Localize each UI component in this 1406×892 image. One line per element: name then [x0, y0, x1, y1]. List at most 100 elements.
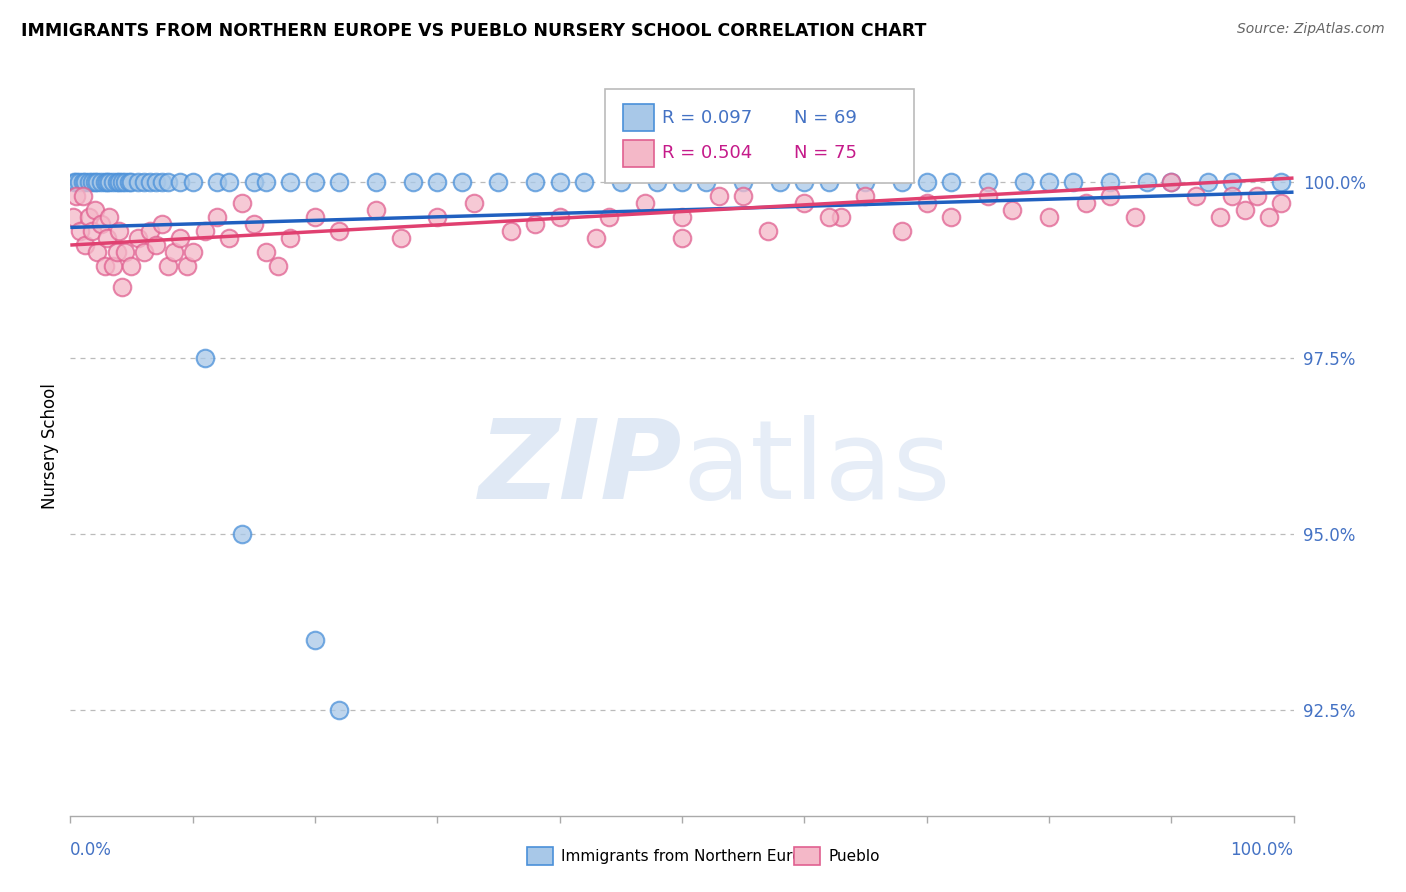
Point [1258, 210, 1281, 224]
Point [793, 195, 815, 210]
Point [1246, 188, 1268, 202]
Point [671, 175, 693, 189]
Point [108, 175, 131, 189]
Point [548, 175, 571, 189]
Point [756, 224, 779, 238]
Point [1270, 175, 1292, 189]
Point [939, 210, 962, 224]
Point [585, 231, 607, 245]
Point [150, 175, 173, 189]
Point [1160, 175, 1182, 189]
Point [243, 217, 266, 231]
Point [463, 195, 485, 210]
Text: R = 0.097: R = 0.097 [662, 109, 752, 127]
Point [610, 175, 633, 189]
Point [939, 175, 962, 189]
Point [280, 175, 302, 189]
Point [280, 231, 302, 245]
Point [1160, 175, 1182, 189]
Point [855, 175, 877, 189]
Point [733, 188, 755, 202]
Point [73, 175, 96, 189]
Point [524, 217, 547, 231]
Point [181, 175, 204, 189]
Point [101, 175, 124, 189]
Point [82, 224, 104, 238]
Point [101, 259, 124, 273]
Point [77, 210, 100, 224]
Point [1074, 195, 1097, 210]
Point [205, 210, 228, 224]
Point [402, 175, 425, 189]
Point [1062, 175, 1084, 189]
Point [793, 175, 815, 189]
Point [304, 175, 326, 189]
Point [304, 210, 326, 224]
Point [695, 175, 717, 189]
Point [83, 202, 105, 217]
Text: 100.0%: 100.0% [1230, 841, 1294, 859]
Text: IMMIGRANTS FROM NORTHERN EUROPE VS PUEBLO NURSERY SCHOOL CORRELATION CHART: IMMIGRANTS FROM NORTHERN EUROPE VS PUEBL… [21, 22, 927, 40]
Point [132, 175, 155, 189]
Point [72, 188, 94, 202]
Point [1123, 210, 1146, 224]
Point [65, 175, 87, 189]
Point [830, 210, 852, 224]
Text: R = 0.504: R = 0.504 [662, 145, 752, 162]
Point [769, 175, 792, 189]
Point [499, 224, 522, 238]
Point [231, 195, 253, 210]
Text: N = 75: N = 75 [794, 145, 858, 162]
Point [855, 188, 877, 202]
Point [62, 210, 84, 224]
Text: atlas: atlas [682, 415, 950, 522]
Point [86, 175, 108, 189]
Point [1220, 188, 1243, 202]
Point [118, 175, 141, 189]
Point [1197, 175, 1219, 189]
Point [1233, 202, 1256, 217]
Y-axis label: Nursery School: Nursery School [41, 383, 59, 509]
Point [132, 245, 155, 260]
Point [817, 210, 839, 224]
Text: N = 69: N = 69 [794, 109, 858, 127]
Point [176, 259, 198, 273]
Point [915, 175, 938, 189]
Point [69, 224, 91, 238]
Point [145, 238, 167, 252]
Point [733, 175, 755, 189]
Point [366, 202, 388, 217]
Point [163, 245, 186, 260]
Point [150, 217, 173, 231]
Point [267, 259, 290, 273]
Point [169, 175, 191, 189]
Text: Source: ZipAtlas.com: Source: ZipAtlas.com [1237, 22, 1385, 37]
Point [98, 175, 121, 189]
Point [157, 175, 180, 189]
Point [389, 231, 412, 245]
Point [114, 175, 136, 189]
Point [169, 231, 191, 245]
Point [77, 175, 100, 189]
Point [915, 195, 938, 210]
Point [976, 188, 998, 202]
Point [82, 175, 104, 189]
Point [108, 224, 131, 238]
Point [105, 175, 128, 189]
Point [67, 175, 90, 189]
Point [707, 188, 730, 202]
Point [231, 527, 253, 541]
Point [1099, 188, 1122, 202]
Point [548, 210, 571, 224]
Point [488, 175, 510, 189]
Point [114, 245, 136, 260]
Point [105, 245, 128, 260]
Point [96, 175, 118, 189]
Point [121, 259, 143, 273]
Point [205, 175, 228, 189]
Point [111, 175, 134, 189]
Point [671, 210, 693, 224]
Point [145, 175, 167, 189]
Point [181, 245, 204, 260]
Text: Immigrants from Northern Europe: Immigrants from Northern Europe [561, 849, 821, 863]
